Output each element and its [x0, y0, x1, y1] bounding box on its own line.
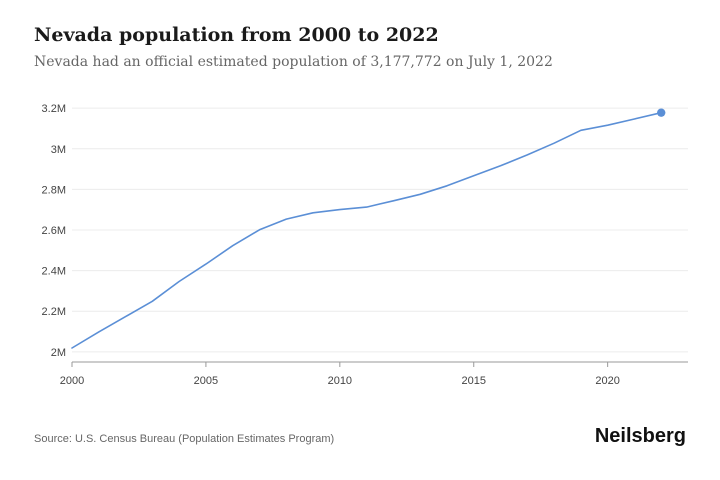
source-note: Source: U.S. Census Bureau (Population E… [34, 433, 335, 445]
last-data-point [657, 108, 666, 117]
population-series-line [71, 111, 663, 349]
chart-title: Nevada population from 2000 to 2022 [34, 24, 439, 46]
x-tick-label: 2005 [194, 375, 218, 387]
y-tick-label: 3M [51, 144, 66, 156]
y-tick-label: 2.2M [42, 306, 66, 318]
chart-subtitle: Nevada had an official estimated populat… [34, 54, 553, 70]
x-tick-label: 2015 [461, 375, 485, 387]
x-tick-label: 2010 [328, 375, 352, 387]
x-tick-label: 2000 [60, 375, 84, 387]
y-tick-label: 2M [51, 347, 66, 359]
x-tick-label: 2020 [595, 375, 619, 387]
y-tick-label: 3.2M [42, 103, 66, 115]
y-tick-label: 2.6M [42, 225, 66, 237]
y-tick-label: 2.4M [42, 266, 66, 278]
y-tick-label: 2.8M [42, 184, 66, 196]
brand-logo: Neilsberg [594, 425, 686, 447]
